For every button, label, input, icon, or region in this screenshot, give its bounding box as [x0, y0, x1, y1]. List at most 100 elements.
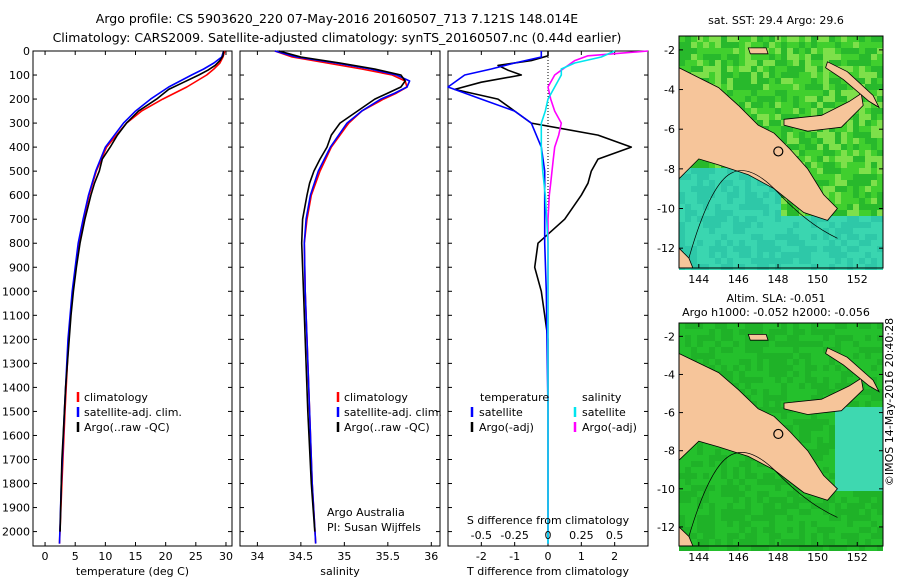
- map-cell: [805, 413, 811, 419]
- map-cell: [799, 54, 805, 60]
- map-cell: [877, 210, 883, 216]
- map-cell: [811, 108, 817, 114]
- map-cell: [877, 156, 883, 162]
- map-cell: [853, 443, 859, 449]
- map-cell: [685, 42, 691, 48]
- map-cell: [679, 60, 685, 66]
- map-cell: [703, 335, 709, 341]
- map-cell: [841, 341, 847, 347]
- map-cell: [817, 132, 823, 138]
- map-cell: [877, 162, 883, 168]
- map-cell: [859, 216, 865, 222]
- map-cell: [691, 234, 697, 240]
- map-cell: [727, 204, 733, 210]
- map-cell: [847, 521, 853, 527]
- map-cell: [793, 545, 799, 551]
- map-cell: [805, 252, 811, 258]
- map-cell: [787, 413, 793, 419]
- map-cell: [865, 383, 871, 389]
- map-cell: [835, 258, 841, 264]
- map-cell: [715, 264, 721, 270]
- map-cell: [817, 395, 823, 401]
- map-cell: [865, 425, 871, 431]
- map-cell: [817, 431, 823, 437]
- legend-entry: satellite: [479, 406, 523, 419]
- map-cell: [727, 527, 733, 533]
- map-cell: [793, 533, 799, 539]
- map-cell: [847, 150, 853, 156]
- map-cell: [793, 90, 799, 96]
- map-cell: [877, 479, 883, 485]
- map-cell: [877, 401, 883, 407]
- map-cell: [823, 467, 829, 473]
- map-cell: [739, 323, 745, 329]
- map-cell: [847, 174, 853, 180]
- map-cell: [745, 42, 751, 48]
- map-cell: [745, 491, 751, 497]
- map-cell: [709, 443, 715, 449]
- map-cell: [721, 234, 727, 240]
- map-cell: [817, 174, 823, 180]
- map-cell: [805, 150, 811, 156]
- map-cell: [811, 168, 817, 174]
- map-cell: [823, 431, 829, 437]
- map-cell: [757, 395, 763, 401]
- map-cell: [775, 515, 781, 521]
- map-cell: [793, 78, 799, 84]
- map-cell: [703, 168, 709, 174]
- x-tick-label: 34.5: [289, 550, 314, 563]
- map-cell: [793, 527, 799, 533]
- map-cell: [781, 210, 787, 216]
- map-cell: [805, 162, 811, 168]
- map-cell: [709, 353, 715, 359]
- x-axis-label: temperature (deg C): [76, 565, 189, 578]
- map-cell: [793, 210, 799, 216]
- map-cell: [841, 78, 847, 84]
- map-cell: [877, 509, 883, 515]
- map-cell: [763, 60, 769, 66]
- map-cell: [781, 60, 787, 66]
- map-cell: [835, 497, 841, 503]
- map-cell: [745, 527, 751, 533]
- imos-timestamp: ©IMOS 14-May-2016 20:40:28: [883, 318, 896, 486]
- map-cell: [775, 78, 781, 84]
- map-cell: [877, 341, 883, 347]
- map-cell: [727, 78, 733, 84]
- map-cell: [703, 329, 709, 335]
- map-cell: [703, 491, 709, 497]
- map-cell: [793, 150, 799, 156]
- map-cell: [877, 323, 883, 329]
- map-cell: [715, 353, 721, 359]
- map-cell: [751, 479, 757, 485]
- map-cell: [679, 174, 685, 180]
- map-cell: [859, 491, 865, 497]
- map-cell: [733, 323, 739, 329]
- map-cell: [829, 341, 835, 347]
- map-cell: [769, 335, 775, 341]
- map-cell: [817, 240, 823, 246]
- x-tick-label: 148: [768, 551, 789, 564]
- map-cell: [835, 521, 841, 527]
- map-cell: [871, 150, 877, 156]
- map-cell: [871, 503, 877, 509]
- map-cell: [727, 180, 733, 186]
- x-tick-label: 2: [611, 550, 618, 563]
- map-cell: [781, 341, 787, 347]
- map-cell: [865, 503, 871, 509]
- legend-entry: Argo(-adj): [479, 421, 534, 434]
- map-cell: [721, 521, 727, 527]
- land-new-britain: [783, 92, 864, 132]
- map-cell: [769, 120, 775, 126]
- map-cell: [853, 527, 859, 533]
- map-cell: [811, 503, 817, 509]
- map-cell: [679, 347, 685, 353]
- map-cell: [853, 533, 859, 539]
- map-cell: [799, 425, 805, 431]
- map-cell: [703, 48, 709, 54]
- map-cell: [763, 234, 769, 240]
- map-cell: [763, 515, 769, 521]
- map-cell: [685, 323, 691, 329]
- map-cell: [745, 485, 751, 491]
- map-cell: [841, 258, 847, 264]
- argo-position-marker: [773, 146, 784, 157]
